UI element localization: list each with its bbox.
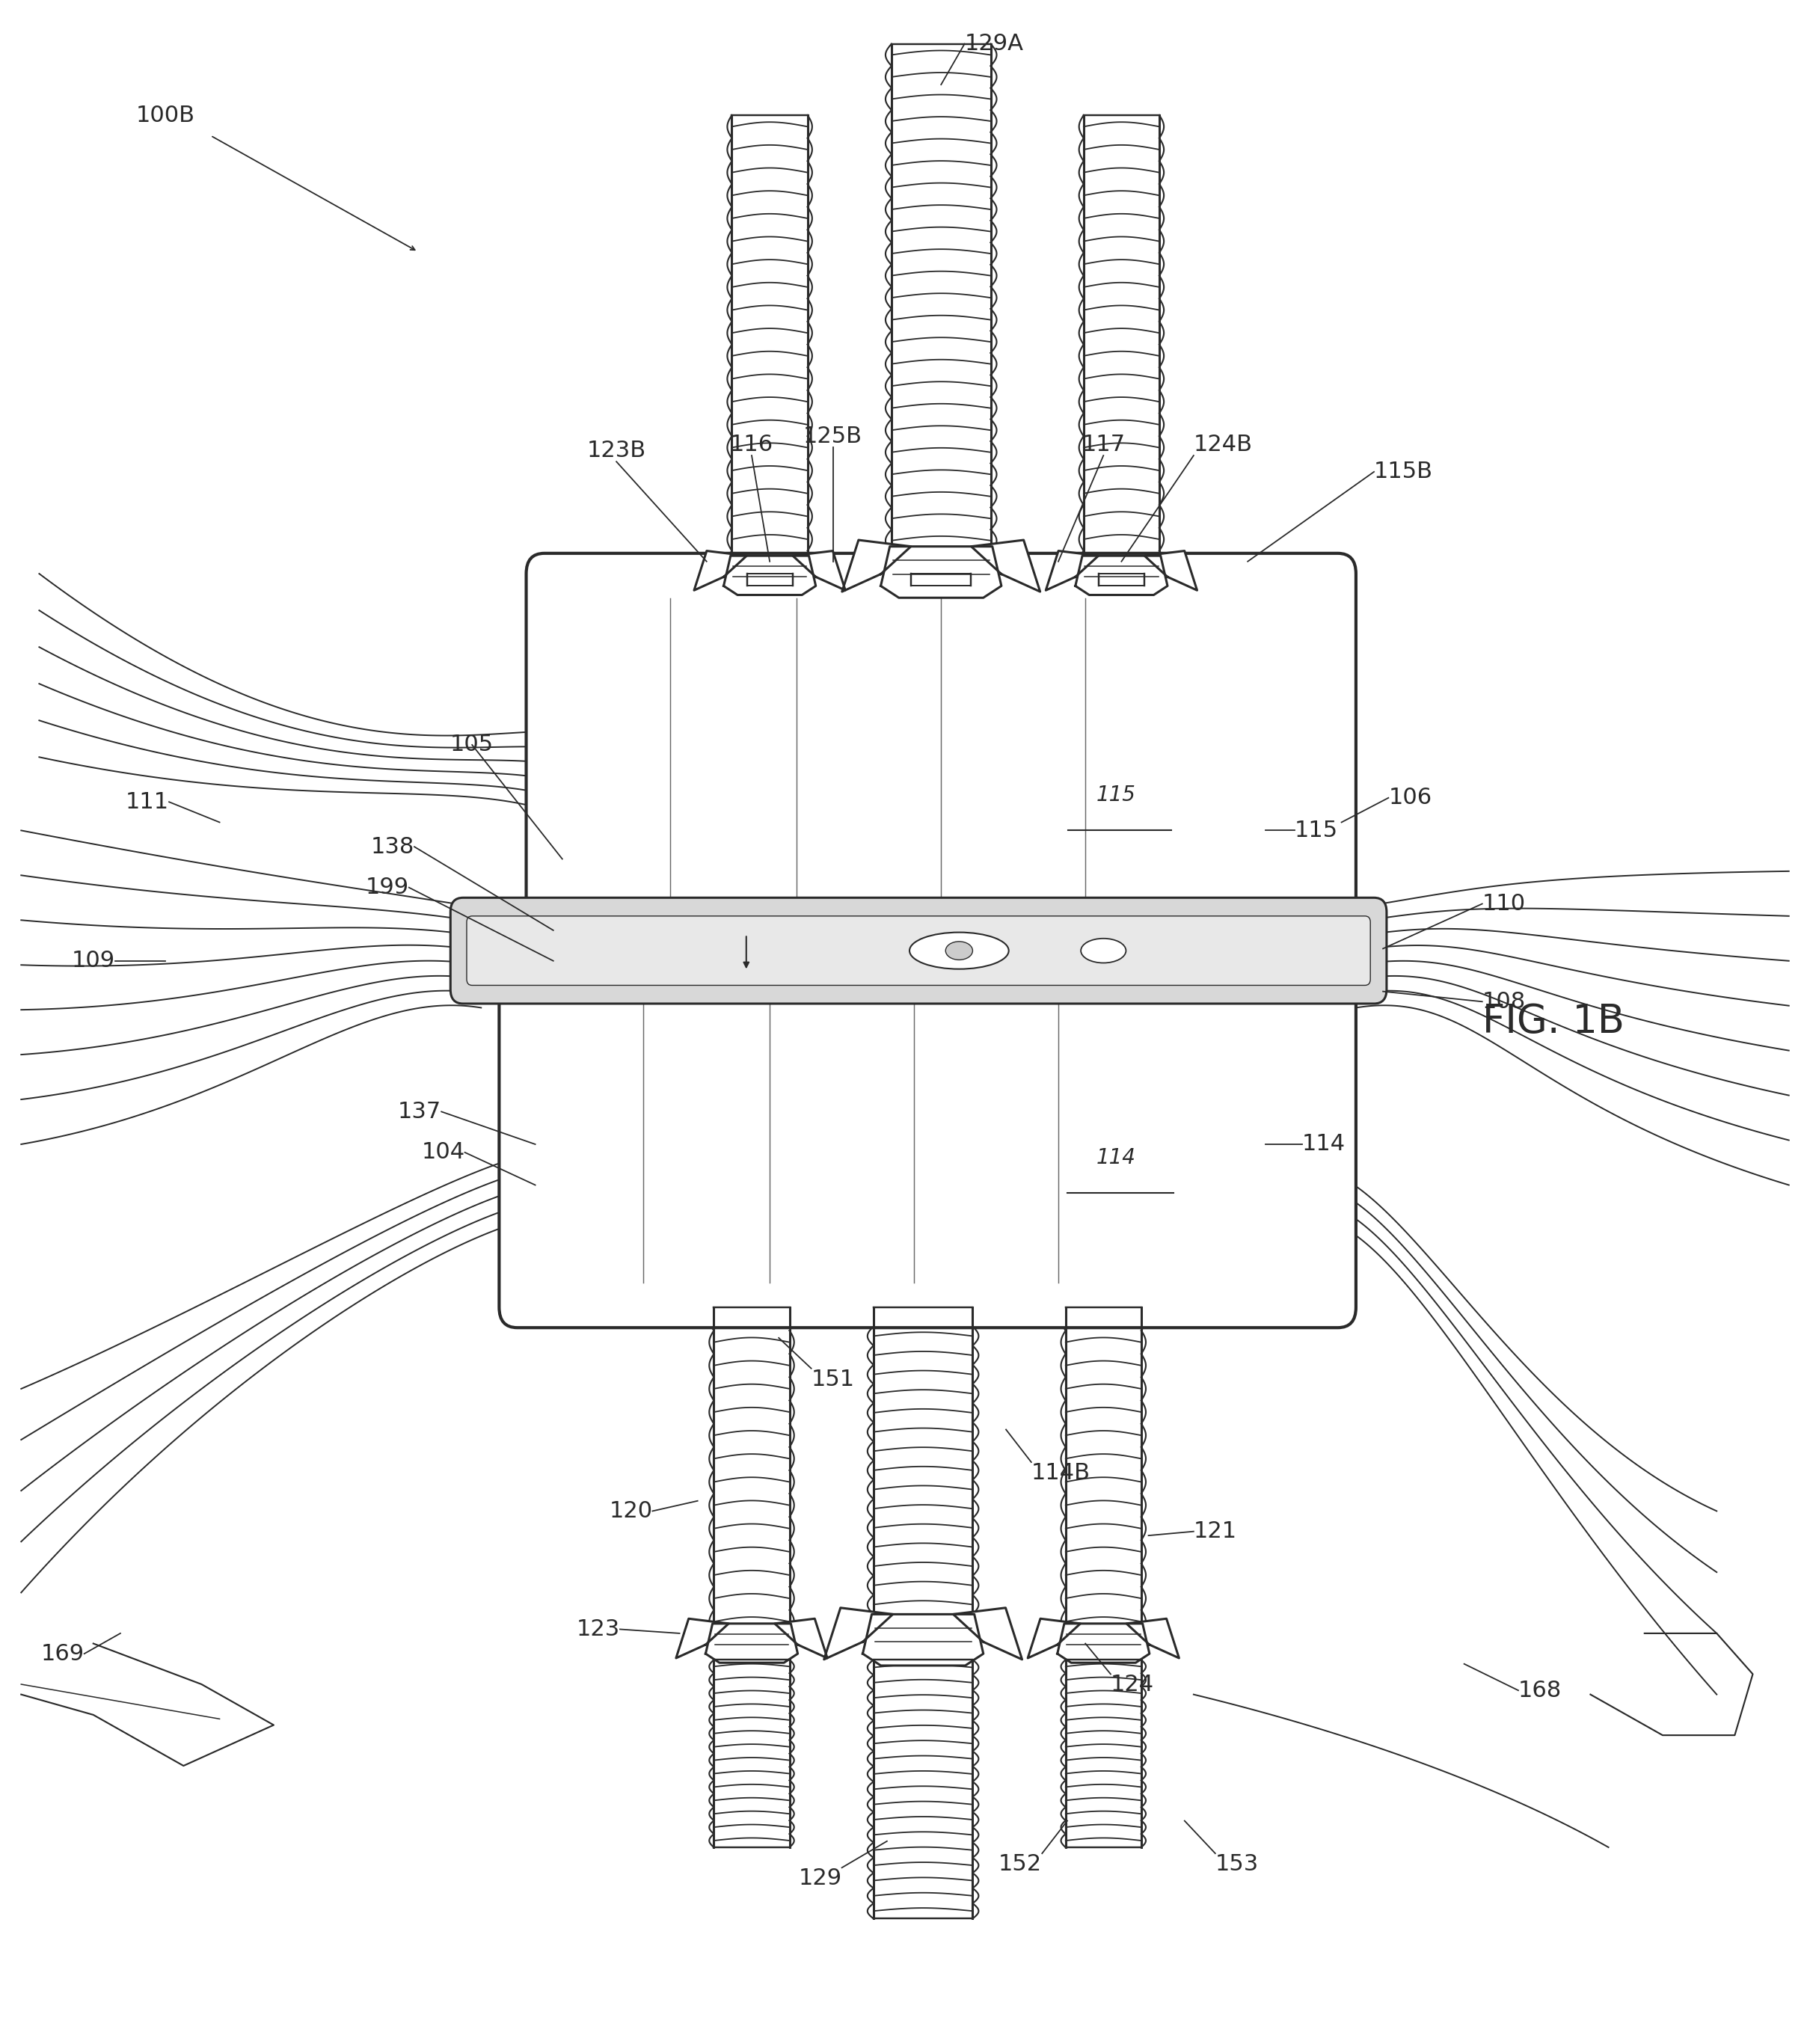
Polygon shape	[1144, 552, 1196, 591]
Bar	[731, 114, 807, 574]
Polygon shape	[881, 546, 1001, 597]
Text: 129A: 129A	[965, 33, 1024, 55]
FancyBboxPatch shape	[500, 930, 1356, 1329]
Polygon shape	[824, 1609, 892, 1660]
Bar	[1084, 114, 1160, 574]
Text: 116: 116	[729, 433, 773, 456]
Text: 152: 152	[999, 1854, 1043, 1874]
Text: 120: 120	[608, 1500, 652, 1523]
Polygon shape	[842, 540, 910, 591]
Polygon shape	[1057, 1623, 1149, 1662]
Text: 110: 110	[1482, 893, 1526, 914]
Text: 121: 121	[1193, 1521, 1236, 1543]
Text: 109: 109	[71, 950, 116, 971]
Text: 123B: 123B	[586, 439, 646, 462]
Bar	[892, 43, 990, 574]
FancyBboxPatch shape	[527, 554, 1356, 950]
Polygon shape	[1075, 556, 1167, 595]
Polygon shape	[724, 556, 816, 595]
Polygon shape	[863, 1615, 983, 1666]
Text: 153: 153	[1215, 1854, 1258, 1874]
Polygon shape	[793, 552, 845, 591]
Text: 169: 169	[42, 1643, 85, 1664]
Text: 129: 129	[798, 1868, 842, 1889]
Text: 114: 114	[1097, 1147, 1137, 1167]
Polygon shape	[972, 540, 1041, 591]
Bar	[1066, 1308, 1142, 1633]
Bar	[710, 922, 782, 979]
Bar	[713, 1660, 789, 1848]
Bar	[713, 1308, 789, 1633]
Polygon shape	[1126, 1619, 1178, 1658]
Text: 105: 105	[451, 734, 494, 756]
Bar	[910, 574, 970, 587]
Text: 104: 104	[422, 1141, 465, 1163]
Polygon shape	[677, 1619, 729, 1658]
Polygon shape	[693, 552, 748, 591]
FancyBboxPatch shape	[467, 916, 1370, 985]
Text: 115: 115	[1294, 820, 1338, 842]
Text: 115: 115	[1095, 785, 1135, 805]
Text: 114: 114	[1301, 1134, 1345, 1155]
Text: 151: 151	[811, 1367, 854, 1390]
Bar	[1066, 1660, 1142, 1848]
Ellipse shape	[909, 932, 1008, 969]
Polygon shape	[954, 1609, 1023, 1660]
FancyBboxPatch shape	[451, 897, 1386, 1004]
Ellipse shape	[945, 942, 972, 961]
Text: 124: 124	[1111, 1674, 1155, 1697]
Text: 115B: 115B	[1374, 462, 1434, 482]
Polygon shape	[1028, 1619, 1081, 1658]
Polygon shape	[1046, 552, 1099, 591]
Text: 199: 199	[366, 877, 409, 899]
Polygon shape	[775, 1619, 827, 1658]
Text: 124B: 124B	[1193, 433, 1253, 456]
Bar	[874, 1308, 972, 1633]
Ellipse shape	[1081, 938, 1126, 963]
Text: 125B: 125B	[804, 425, 862, 448]
Text: 111: 111	[125, 791, 168, 814]
Bar	[874, 1660, 972, 1919]
Text: FIG. 1B: FIG. 1B	[1482, 1002, 1624, 1042]
Text: 100B: 100B	[136, 104, 195, 127]
Text: 106: 106	[1388, 787, 1432, 809]
Bar	[748, 574, 793, 587]
Text: 117: 117	[1082, 433, 1126, 456]
Text: 137: 137	[398, 1102, 442, 1122]
Text: 138: 138	[371, 836, 414, 858]
Text: 114B: 114B	[1032, 1461, 1090, 1484]
Bar	[1099, 574, 1144, 587]
Text: 108: 108	[1482, 991, 1526, 1012]
Text: 168: 168	[1519, 1680, 1562, 1701]
Polygon shape	[706, 1623, 798, 1662]
Text: 123: 123	[576, 1619, 621, 1639]
